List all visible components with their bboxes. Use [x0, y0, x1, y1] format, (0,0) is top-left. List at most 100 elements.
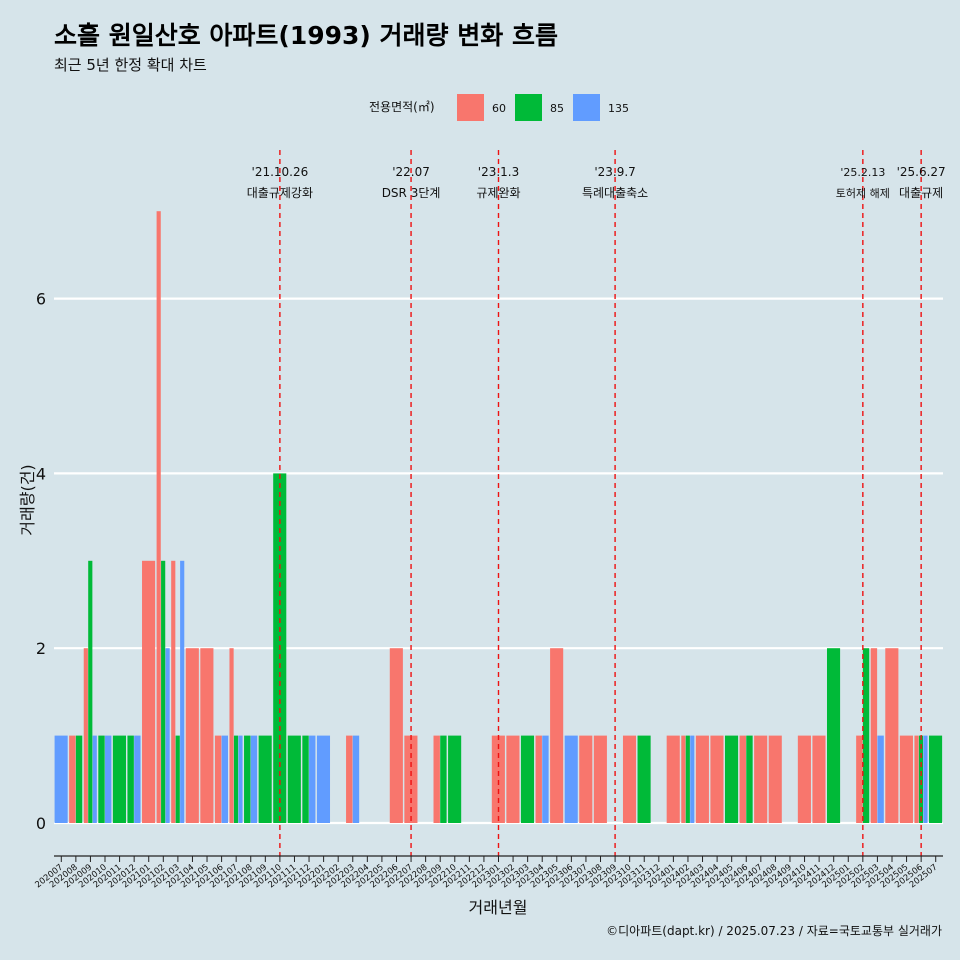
bar-202106-135	[221, 735, 229, 823]
bar-202408-60	[768, 735, 782, 823]
event-label: 특례대출축소	[582, 186, 648, 200]
legend-swatch-85	[515, 94, 542, 121]
bar-202502-60	[856, 735, 863, 823]
bar-202108-135	[250, 735, 258, 823]
bar-202103-60	[171, 560, 176, 823]
bar-202210-85	[448, 735, 462, 823]
bar-202304-135	[542, 735, 549, 823]
bar-202402-85	[685, 735, 690, 823]
bar-202011-85	[112, 735, 126, 823]
caption: ©디아파트(dapt.kr) / 2025.07.23 / 자료=국토교통부 실…	[606, 924, 942, 938]
legend: 전용면적(㎡) 60 85 135	[369, 94, 629, 121]
event-date: '21.10.26	[252, 165, 309, 179]
bar-202207-60	[404, 735, 418, 823]
event-label: DSR 3단계	[382, 186, 441, 200]
y-tick-label: 4	[36, 464, 46, 483]
bar-202506-85	[918, 735, 924, 823]
bar-202505-60	[899, 735, 913, 823]
bar-202406-85	[746, 735, 753, 823]
event-label: 대출규제강화	[247, 186, 313, 200]
event-date: '23.1.3	[478, 165, 519, 179]
bar-202111-85	[287, 735, 301, 823]
event-date: '22.07	[392, 165, 430, 179]
bar-202402-60	[681, 735, 686, 823]
bar-202112-85	[302, 735, 309, 823]
bar-202101-60	[142, 560, 156, 823]
legend-swatch-60	[457, 94, 484, 121]
bar-202102-85	[161, 560, 166, 823]
bar-202209-60	[433, 735, 440, 823]
legend-swatch-135	[573, 94, 600, 121]
bar-202301-60	[491, 735, 505, 823]
event-date: '25.2.13	[840, 166, 885, 179]
bar-202412-85	[826, 648, 841, 823]
bar-202103-135	[180, 560, 185, 823]
bar-202407-60	[754, 735, 768, 823]
bar-202411-60	[812, 735, 826, 823]
chart-subtitle: 최근 5년 한정 확대 차트	[54, 56, 207, 74]
bar-202302-60	[506, 735, 520, 823]
legend-label: 135	[608, 102, 629, 115]
bar-202506-60	[914, 735, 919, 823]
bar-202102-60	[156, 211, 161, 823]
y-tick-label: 2	[36, 639, 46, 658]
bar-202108-85	[244, 735, 251, 823]
bar-202007-135	[54, 735, 68, 823]
bar-202012-135	[134, 735, 141, 823]
bar-202503-60	[870, 648, 878, 823]
bar-202310-60	[622, 735, 637, 823]
bar-202406-60	[739, 735, 746, 823]
bar-202503-135	[877, 735, 884, 823]
bar-202107-85	[233, 735, 239, 823]
bar-202203-135	[352, 735, 360, 823]
bar-202504-60	[885, 648, 899, 823]
bar-202402-135	[690, 735, 695, 823]
legend-label: 60	[492, 102, 506, 115]
bar-202502-85	[862, 648, 870, 823]
bar-202109-85	[258, 735, 272, 823]
bar-202012-85	[127, 735, 134, 823]
bar-202203-60	[346, 735, 353, 823]
x-axis: 2020072020082020092020102020112020122021…	[33, 855, 943, 890]
bar-202105-60	[200, 648, 214, 823]
bar-202201-135	[316, 735, 331, 823]
event-lines: '21.10.26 대출규제강화 '22.07 DSR 3단계 '23.1.3 규제완화 '…	[247, 150, 946, 856]
event-date: '25.6.27	[897, 165, 946, 179]
bars	[54, 211, 943, 823]
event-label: 토허제 해제	[836, 186, 890, 200]
bar-202404-60	[710, 735, 724, 823]
bar-202102-135	[165, 648, 170, 823]
event-label: 대출규제	[899, 186, 943, 200]
x-axis-title: 거래년월	[469, 898, 528, 917]
bar-202009-85	[88, 560, 93, 823]
bar-202104-60	[185, 648, 199, 823]
y-tick-label: 0	[36, 814, 46, 833]
bar-202405-85	[724, 735, 739, 823]
bar-202303-85	[520, 735, 535, 823]
y-axis: 0 2 4 6	[36, 290, 46, 833]
bar-202507-85	[929, 735, 943, 823]
bar-202401-60	[666, 735, 680, 823]
bar-202010-135	[105, 735, 112, 823]
bar-202311-85	[637, 735, 651, 823]
bar-202112-135	[309, 735, 316, 823]
bar-202206-60	[389, 648, 403, 823]
y-axis-title: 거래량(건)	[18, 464, 37, 535]
bar-202107-135	[238, 735, 243, 823]
bar-202106-60	[214, 735, 222, 823]
bar-202304-60	[535, 735, 542, 823]
bar-202308-60	[593, 735, 607, 823]
bar-202008-85	[75, 735, 83, 823]
bar-202307-60	[579, 735, 593, 823]
bar-202009-60	[83, 648, 88, 823]
y-tick-label: 6	[36, 290, 46, 309]
bar-202403-60	[695, 735, 709, 823]
bar-202008-60	[69, 735, 76, 823]
bar-202009-135	[92, 735, 97, 823]
bar-202107-60	[229, 648, 234, 823]
legend-title: 전용면적(㎡)	[369, 100, 435, 114]
bar-202209-85	[440, 735, 447, 823]
legend-label: 85	[550, 102, 564, 115]
bar-202306-135	[564, 735, 578, 823]
